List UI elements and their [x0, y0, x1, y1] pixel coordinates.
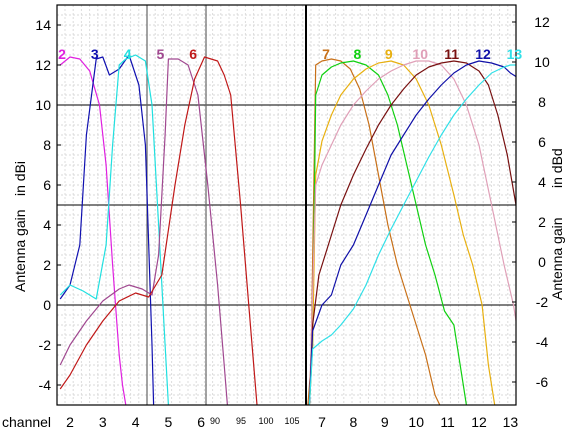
x-tick-label: 11: [440, 414, 455, 430]
right-tick-label: 8: [538, 94, 546, 110]
series-line-ch10: [308, 60, 516, 405]
left-tick-label: 4: [43, 217, 51, 233]
right-axis-label-part1: Antenna gain: [549, 217, 565, 300]
x-tick-label: 12: [471, 414, 487, 430]
left-tick-label: 8: [43, 137, 51, 153]
x-tick-label: 2: [66, 414, 74, 430]
right-tick-label: 6: [538, 134, 546, 150]
curve-label-ch4: 4: [124, 46, 132, 62]
series-line-ch9: [308, 60, 496, 405]
right-tick-label: 4: [538, 174, 546, 190]
right-tick-label: 12: [534, 14, 550, 30]
left-axis-label-part1: Antenna gain: [12, 209, 28, 292]
left-tick-label: 10: [35, 97, 51, 113]
curve-label-ch10: 10: [412, 46, 428, 62]
curve-label-ch7: 7: [322, 46, 330, 62]
right-tick-label: 2: [538, 214, 546, 230]
curve-label-ch9: 9: [385, 46, 393, 62]
curve-label-ch8: 8: [354, 46, 362, 62]
right-tick-label: -4: [536, 334, 549, 350]
x-tick-label: 8: [350, 414, 358, 430]
series-line-ch3: [59, 54, 155, 405]
curve-label-ch2: 2: [58, 46, 66, 62]
x-tick-label: 3: [99, 414, 107, 430]
curve-label-ch13: 13: [507, 46, 523, 62]
x-tick-label: 5: [165, 414, 173, 430]
x-tick-label: 6: [197, 414, 205, 430]
series-line-ch13: [308, 64, 516, 405]
curve-label-ch5: 5: [157, 46, 165, 62]
left-tick-label: 12: [35, 57, 51, 73]
curve-label-ch3: 3: [91, 46, 99, 62]
series-line-ch8: [308, 60, 467, 405]
x-small-tick-label: 100: [258, 416, 273, 426]
series-line-ch6: [59, 56, 258, 405]
left-tick-label: 2: [43, 257, 51, 273]
x-small-tick-label: 90: [210, 416, 220, 426]
curve-label-ch11: 11: [444, 46, 459, 62]
x-tick-label: 7: [318, 414, 326, 430]
series-line-ch4: [59, 54, 169, 405]
x-tick-label: 13: [503, 414, 519, 430]
right-axis-label-part2: in dBd: [549, 148, 565, 188]
x-tick-label: 9: [381, 414, 389, 430]
right-tick-label: -6: [536, 374, 549, 390]
right-axis-ticks: -6 -4 -2 0 2 4 6 8 10 12: [512, 14, 550, 390]
curve-label-ch12: 12: [475, 46, 491, 62]
x-axis-ticks: 2 3 4 5 6 90 95 100 105 7 8 9 10 11 12 13: [66, 414, 518, 430]
curve-labels: 2 3 4 5 6 7 8 9 10 11 12 13: [58, 46, 522, 62]
plot-frame: [56, 4, 517, 406]
x-tick-label: 10: [408, 414, 424, 430]
left-axis-label-part2: in dBi: [12, 161, 28, 196]
left-tick-label: -4: [39, 377, 52, 393]
right-tick-label: 10: [534, 54, 550, 70]
x-small-tick-label: 95: [236, 416, 246, 426]
x-tick-label: 4: [132, 414, 140, 430]
right-tick-label: -2: [536, 294, 549, 310]
left-tick-label: -2: [39, 337, 52, 353]
series-line-ch5: [59, 58, 228, 405]
left-tick-label: 0: [43, 297, 51, 313]
right-tick-label: 0: [538, 254, 546, 270]
plot-border: [56, 4, 517, 406]
curve-label-ch6: 6: [189, 46, 197, 62]
series-line-ch12: [308, 60, 516, 405]
left-tick-label: 14: [35, 17, 51, 33]
x-small-tick-label: 105: [284, 416, 299, 426]
series-layer: [59, 54, 516, 405]
series-line-ch11: [308, 60, 516, 405]
left-tick-label: 6: [43, 177, 51, 193]
x-axis-name: channel: [2, 414, 51, 430]
series-line-ch2: [59, 56, 127, 405]
series-line-ch7: [307, 58, 441, 405]
left-axis-ticks: -4 -2 0 2 4 6 8 10 12 14: [35, 17, 61, 393]
